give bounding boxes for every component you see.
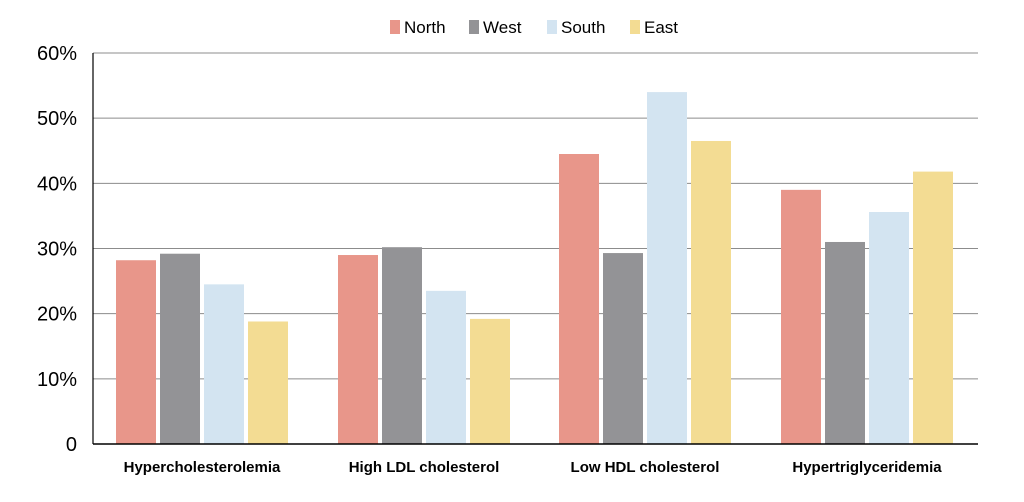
y-tick-label: 60% bbox=[37, 43, 77, 65]
axes bbox=[92, 53, 978, 445]
y-tick-label: 20% bbox=[37, 304, 77, 326]
bar-north-0 bbox=[116, 260, 156, 444]
y-tick-label: 10% bbox=[37, 369, 77, 391]
y-axis-ticks: 0 10% 20% 30% 40% 50% 60% bbox=[37, 43, 77, 456]
y-tick-label: 50% bbox=[37, 108, 77, 130]
bar-north-1 bbox=[338, 255, 378, 444]
bars bbox=[116, 92, 953, 444]
bar-south-2 bbox=[647, 92, 687, 444]
y-tick-label: 40% bbox=[37, 173, 77, 195]
x-axis-category-labels: Hypercholesterolemia High LDL cholesterol… bbox=[124, 459, 943, 476]
legend-label-north: North bbox=[404, 18, 446, 37]
bar-west-2 bbox=[603, 253, 643, 444]
legend-swatch-north bbox=[390, 20, 400, 34]
x-category-label: High LDL cholesterol bbox=[349, 459, 500, 476]
bar-east-2 bbox=[691, 140, 731, 444]
bar-east-3 bbox=[913, 171, 953, 444]
x-category-label: Low HDL cholesterol bbox=[571, 459, 720, 476]
legend-swatch-west bbox=[469, 20, 479, 34]
legend-label-east: East bbox=[644, 18, 678, 37]
y-tick-label: 0 bbox=[66, 434, 77, 456]
bar-west-3 bbox=[825, 241, 865, 444]
bar-east-0 bbox=[248, 321, 288, 444]
bar-south-0 bbox=[204, 284, 244, 444]
legend: North West South East bbox=[390, 18, 678, 37]
y-tick-label: 30% bbox=[37, 239, 77, 261]
bar-east-1 bbox=[470, 318, 510, 444]
legend-label-south: South bbox=[561, 18, 605, 37]
bar-west-1 bbox=[382, 247, 422, 444]
bar-north-2 bbox=[559, 154, 599, 444]
legend-swatch-south bbox=[547, 20, 557, 34]
bar-north-3 bbox=[781, 189, 821, 444]
x-category-label: Hypercholesterolemia bbox=[124, 459, 281, 476]
legend-swatch-east bbox=[630, 20, 640, 34]
x-category-label: Hypertriglyceridemia bbox=[792, 459, 942, 476]
legend-label-west: West bbox=[483, 18, 522, 37]
bar-west-0 bbox=[160, 253, 200, 444]
bar-south-3 bbox=[869, 212, 909, 444]
bar-south-1 bbox=[426, 290, 466, 444]
